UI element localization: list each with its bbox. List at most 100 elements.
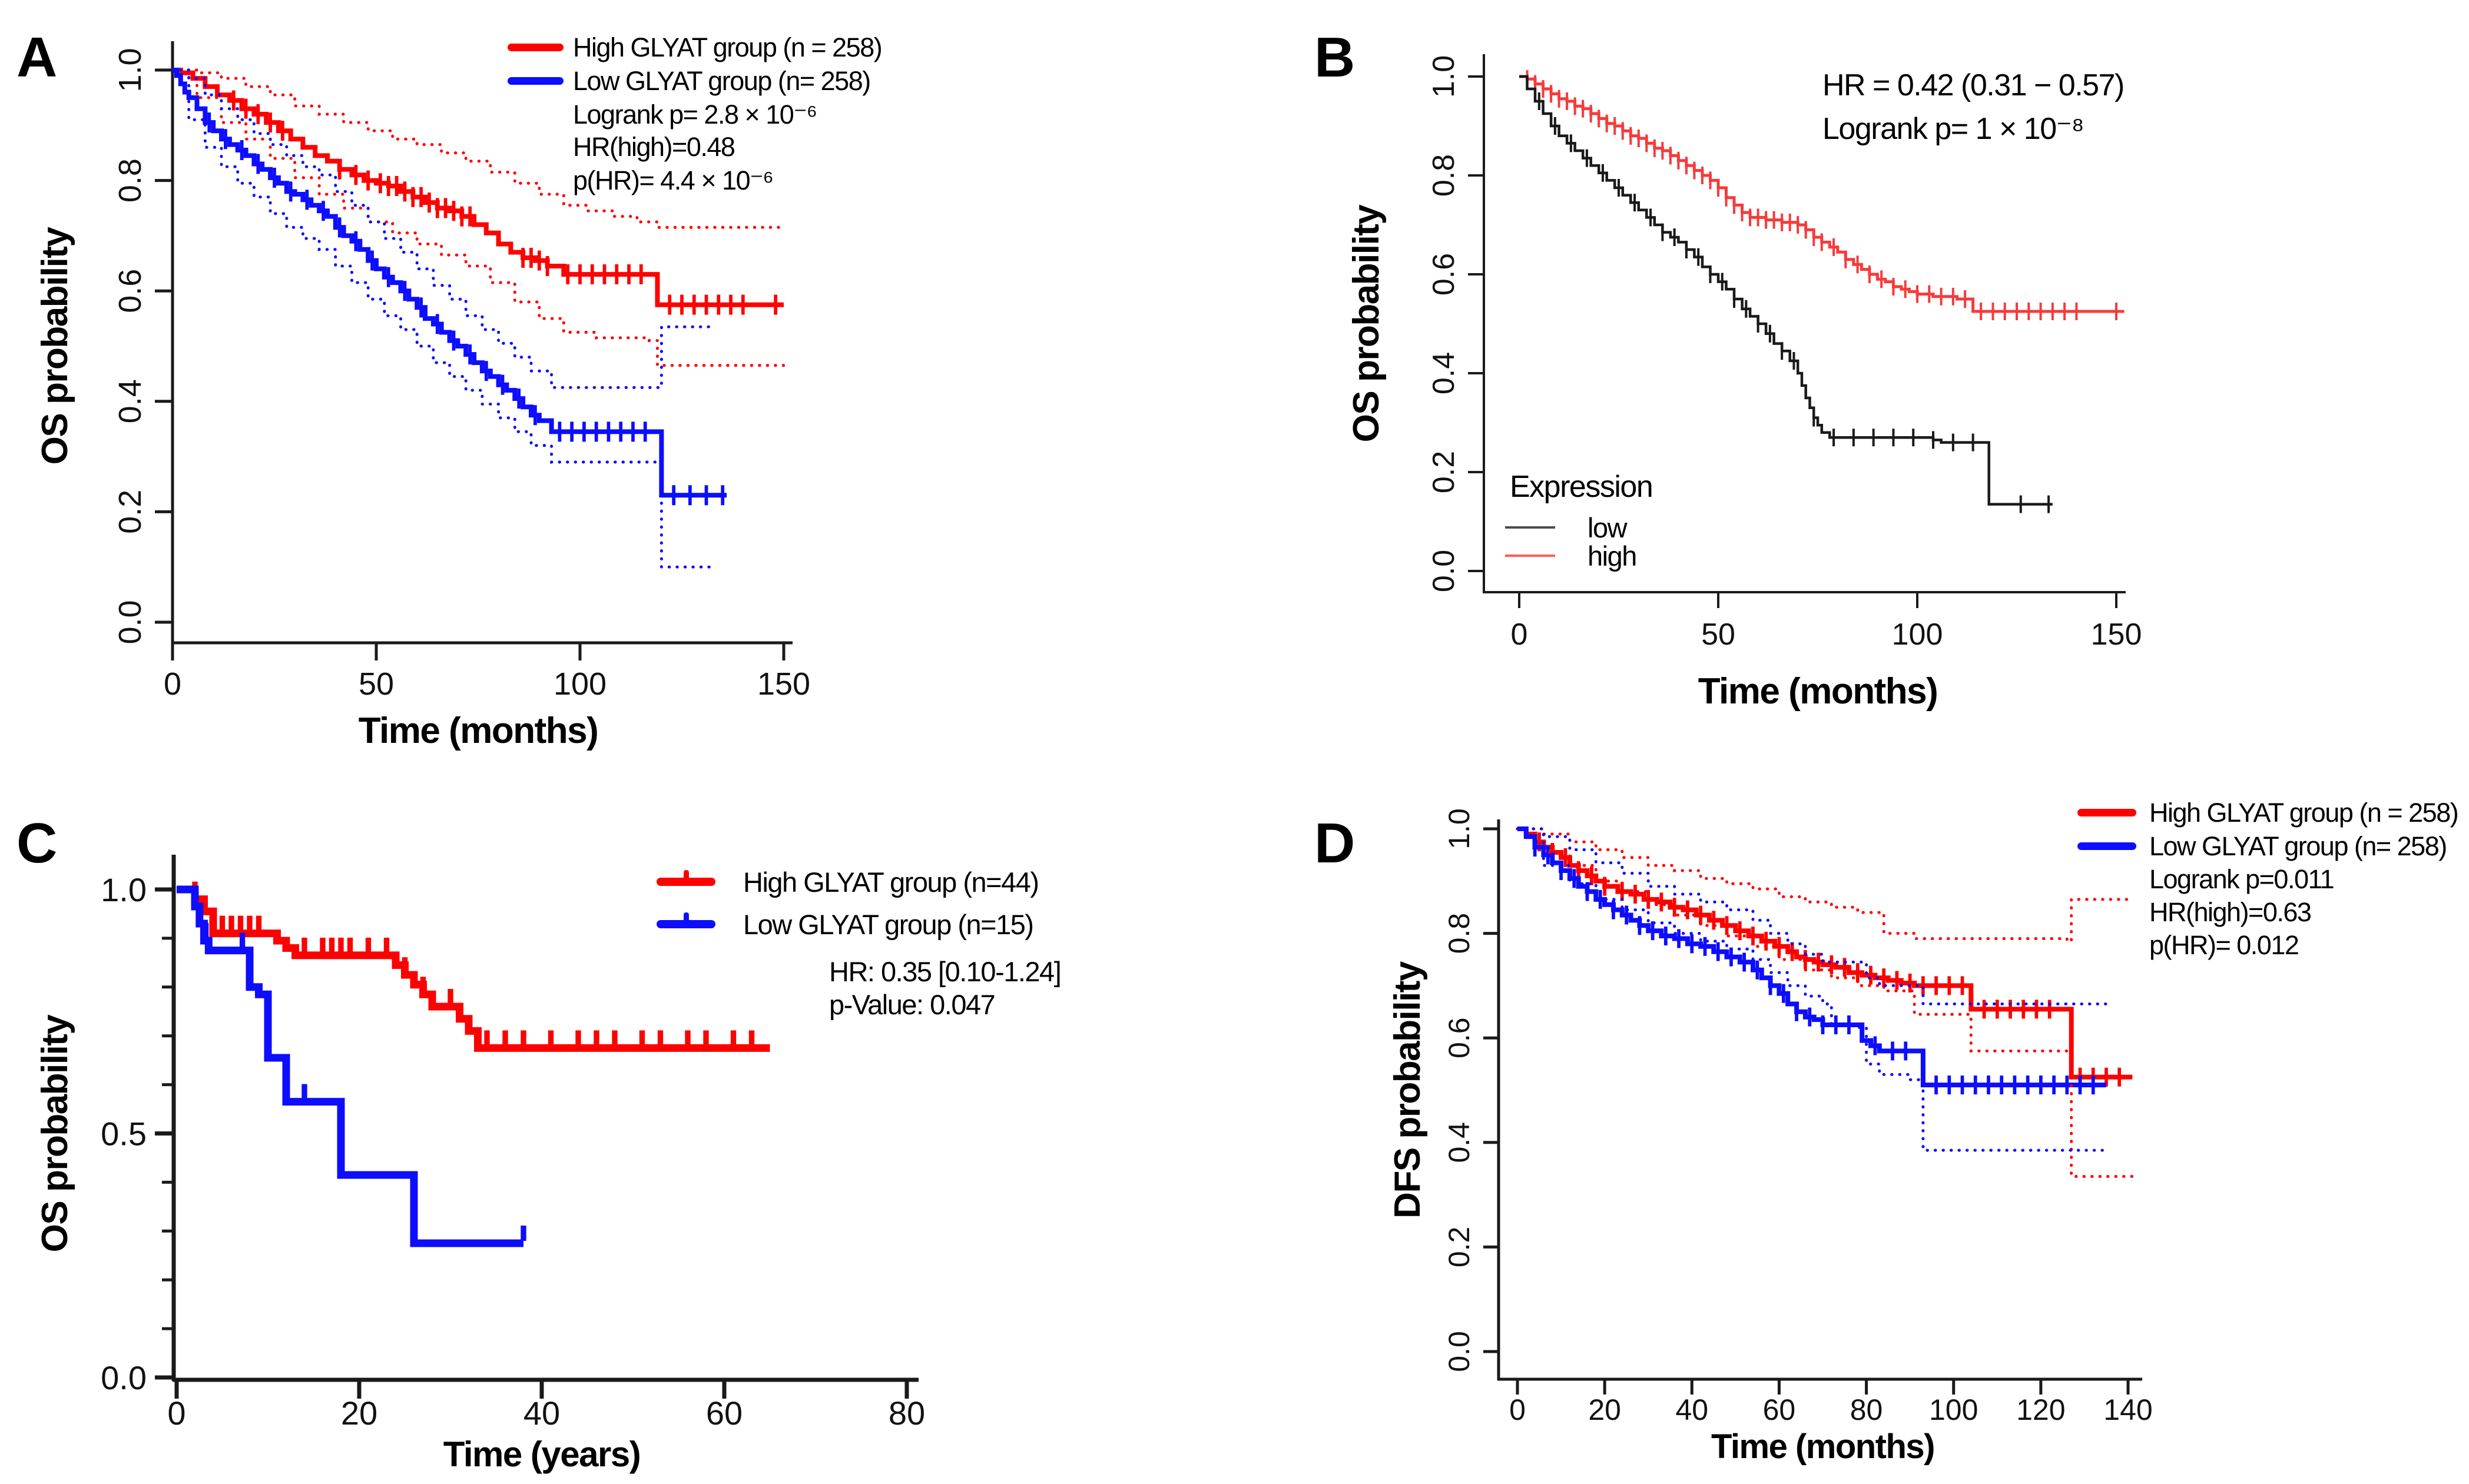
km-curve-A-high	[173, 68, 784, 307]
x-tick-label-D: 40	[1675, 1393, 1708, 1426]
legend-item: Low GLYAT group (n= 258)	[508, 64, 881, 98]
panel-b-stats: HR = 0.42 (0.31 − 0.57) Logrank p= 1 × 1…	[1822, 64, 2125, 151]
km-curve-A-low-ci-lower	[171, 68, 716, 569]
y-tick-label-B: 0.8	[1427, 154, 1461, 197]
high-group-line-swatch	[2077, 809, 2136, 816]
stat-line: HR = 0.42 (0.31 − 0.57)	[1822, 64, 2125, 107]
legend-item-label: high	[1588, 540, 1637, 572]
x-tick-label-D: 100	[1929, 1393, 1978, 1426]
legend-item-label: Low GLYAT group (n= 258)	[2149, 831, 2447, 861]
legend-item-label: High GLYAT group (n = 258)	[2149, 797, 2459, 828]
y-tick-label-B: 0.4	[1427, 352, 1461, 394]
panel-b-x-title: Time (months)	[1698, 671, 1938, 712]
legend-item-label: High GLYAT group (n=44)	[743, 866, 1039, 898]
x-tick-label-B: 150	[2091, 617, 2142, 652]
stat-line: HR: 0.35 [0.10-1.24]	[829, 955, 1062, 988]
panel-a-x-title: Time (months)	[358, 711, 599, 751]
low-group-line-swatch	[2077, 842, 2136, 850]
x-tick-label-B: 0	[1511, 617, 1528, 652]
high-group-line-swatch	[508, 44, 564, 51]
legend-title-row: Expression	[1505, 470, 1653, 504]
km-curve-C-low	[177, 885, 523, 1247]
y-tick-label-B: 0.2	[1427, 451, 1461, 493]
y-tick-label-A: 1.0	[112, 48, 148, 92]
panel-c-stats: HR: 0.35 [0.10-1.24] p-Value: 0.047	[829, 955, 1062, 1021]
panel-c-x-title: Time (years)	[443, 1435, 641, 1474]
low-group-line-swatch	[508, 77, 564, 85]
censor-tick-glyph	[684, 870, 689, 885]
p-hr-value: p(HR)= 0.012	[2149, 930, 2299, 960]
y-tick-label-D: 0.6	[1443, 1017, 1476, 1058]
panel-d-legend: High GLYAT group (n = 258) Low GLYAT gro…	[2077, 796, 2459, 962]
legend-item: Low GLYAT group (n= 258)	[2077, 829, 2458, 863]
y-tick-label-D: 0.2	[1443, 1227, 1476, 1268]
x-tick-label-C: 0	[167, 1395, 185, 1432]
x-tick-label-D: 60	[1763, 1393, 1796, 1426]
x-tick-label-D: 80	[1850, 1393, 1883, 1426]
y-tick-label-A: 0.4	[112, 379, 148, 423]
stat-line: Logrank p= 1 × 10⁻⁸	[1822, 107, 2124, 151]
hazard-ratio: HR(high)=0.63	[2149, 897, 2312, 927]
legend-item: low	[1505, 512, 1652, 543]
logrank-p-value: Logrank p=0.011	[2149, 864, 2335, 894]
y-tick-label-D: 0.8	[1443, 913, 1476, 954]
x-tick-label-C: 60	[706, 1395, 743, 1432]
y-tick-label-D: 0.0	[1443, 1331, 1476, 1372]
censor-tick-glyph	[684, 912, 689, 928]
legend-item: High GLYAT group (n = 258)	[2077, 796, 2459, 829]
km-curve-B-low	[1519, 75, 2053, 506]
x-tick-label-D: 0	[1509, 1393, 1526, 1426]
y-tick-label-D: 0.4	[1443, 1122, 1476, 1163]
panel-c-letter: C	[16, 812, 57, 875]
x-tick-label-B: 100	[1892, 617, 1943, 652]
panel-b-legend: Expression low high	[1505, 470, 1653, 572]
p-hr-value: p(HR)= 4.4 × 10⁻⁶	[573, 165, 774, 195]
stat-line: p-Value: 0.047	[829, 988, 1060, 1021]
y-tick-label-D: 1.0	[1443, 808, 1476, 849]
legend-item-label: Low GLYAT group (n= 258)	[573, 65, 871, 96]
x-tick-label-A: 150	[757, 666, 810, 702]
stat-line: HR(high)=0.48	[508, 131, 881, 164]
km-curve-D-high	[1517, 826, 2133, 1080]
y-tick-label-B: 1.0	[1427, 55, 1461, 98]
hazard-ratio: HR(high)=0.48	[573, 132, 735, 162]
logrank-p-value: Logrank p= 2.8 × 10⁻⁶	[573, 99, 817, 130]
stat-line: Logrank p=0.011	[2077, 863, 2458, 896]
y-tick-label-C: 1.0	[101, 871, 147, 908]
panel-c-y-title: OS probability	[35, 1015, 75, 1253]
km-curve-D-high-ci-lower	[1516, 827, 2134, 1178]
x-tick-label-C: 40	[523, 1395, 560, 1432]
hazard-ratio: HR = 0.42 (0.31 − 0.57)	[1822, 68, 2125, 102]
km-curve-A-low-ci-upper	[171, 68, 716, 389]
y-tick-label-A: 0.8	[112, 158, 148, 202]
km-curve-B-high	[1519, 75, 2125, 313]
p-value: p-Value: 0.047	[829, 988, 996, 1020]
high-group-line-swatch	[657, 870, 715, 886]
logrank-p-value: Logrank p= 1 × 10⁻⁸	[1822, 112, 2084, 146]
stat-line: p(HR)= 4.4 × 10⁻⁶	[508, 164, 881, 197]
panel-a-y-title: OS probability	[35, 227, 75, 465]
km-curve-D-high-ci-upper	[1516, 827, 2134, 943]
legend-item: high	[1505, 540, 1652, 572]
legend-item-label: Low GLYAT group (n=15)	[743, 908, 1034, 940]
low-group-line-swatch	[657, 912, 715, 928]
km-curve-D-low-ci-upper	[1516, 827, 2108, 1005]
x-tick-label-A: 0	[164, 666, 181, 702]
y-tick-label-C: 0.5	[101, 1116, 147, 1153]
panel-b-letter: B	[1314, 26, 1355, 89]
legend-title: Expression	[1510, 470, 1653, 504]
stat-line: Logrank p= 2.8 × 10⁻⁶	[508, 98, 881, 131]
stat-line: p(HR)= 0.012	[2077, 929, 2458, 962]
x-tick-label-D: 20	[1588, 1393, 1621, 1426]
y-tick-label-B: 0.0	[1427, 550, 1461, 592]
y-tick-label-A: 0.6	[112, 269, 148, 313]
panel-d-x-title: Time (months)	[1711, 1427, 1936, 1466]
y-tick-label-A: 0.0	[112, 600, 148, 644]
panel-c-legend: High GLYAT group (n=44) Low GLYAT group …	[657, 861, 1039, 945]
panel-a-letter: A	[16, 26, 57, 89]
km-curve-D-low-ci-lower	[1516, 827, 2108, 1152]
km-curve-C-high	[177, 885, 770, 1052]
km-curve-A-high-ci-lower	[171, 68, 786, 367]
